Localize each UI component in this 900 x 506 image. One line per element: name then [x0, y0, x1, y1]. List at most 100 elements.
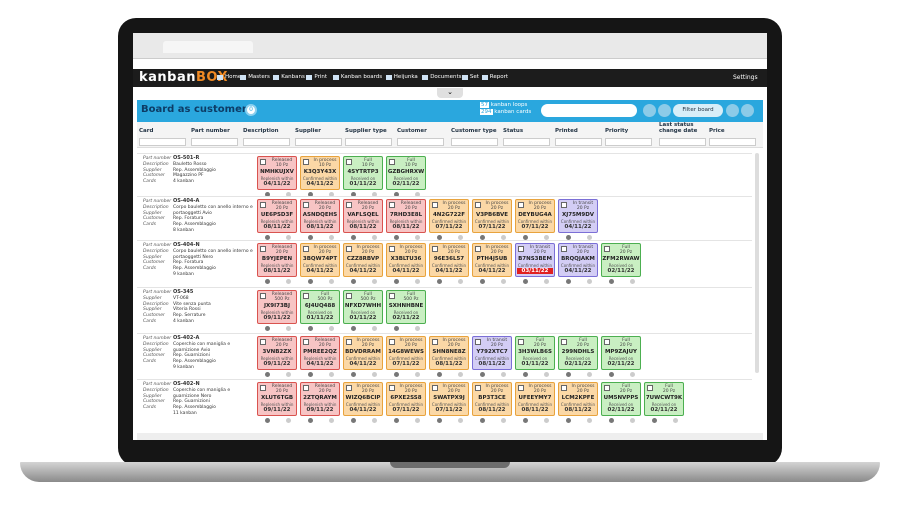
icon-button[interactable] [658, 104, 671, 117]
card-action[interactable] [458, 235, 463, 240]
card-action[interactable] [480, 279, 485, 284]
card-action[interactable] [286, 235, 291, 240]
card-action[interactable] [587, 418, 592, 423]
card-action[interactable] [630, 372, 635, 377]
settings[interactable]: Settings [733, 74, 758, 81]
kanban-card[interactable]: In process 20 Pz X3BLTU36 Confirmed within 0… [386, 243, 426, 277]
kanban-card[interactable]: Full 10 Pz 4SYTRTP3 Received on 01/11/22 [343, 156, 383, 190]
card-action[interactable] [566, 372, 571, 377]
column-filter[interactable] [503, 138, 550, 146]
column-filter[interactable] [191, 138, 238, 146]
kanban-card[interactable]: Released 20 Pz B9YJEPEN Replenish within 08/… [257, 243, 297, 277]
column-filter[interactable] [345, 138, 392, 146]
nav-item[interactable]: Heijunka [393, 74, 418, 80]
kanban-card[interactable]: Full 20 Pz 7UWCWT9K Received on 02/11/22 [644, 382, 684, 416]
kanban-card[interactable]: Released 20 Pz PMREE2QZ Replenish within 04/… [300, 336, 340, 370]
kanban-card[interactable]: Released 500 Pz JX9I73BJ Replenish within 09… [257, 290, 297, 324]
kanban-card[interactable]: Full 20 Pz 299NDHLS Received on 02/11/22 [558, 336, 598, 370]
card-action[interactable] [329, 192, 334, 197]
kanban-card[interactable]: In process 20 Pz 4N2G722F Confirmed within 0… [429, 199, 469, 233]
card-action[interactable] [630, 279, 635, 284]
icon-button[interactable] [741, 104, 754, 117]
card-action[interactable] [523, 418, 528, 423]
card-action[interactable] [372, 192, 377, 197]
card-action[interactable] [437, 235, 442, 240]
card-action[interactable] [587, 279, 592, 284]
card-action[interactable] [329, 279, 334, 284]
kanban-card[interactable]: In process 10 Pz K3Q3Y43X Confirmed within 0… [300, 156, 340, 190]
card-action[interactable] [372, 279, 377, 284]
kanban-card[interactable]: In process 20 Pz UFEEYMY7 Confirmed within 0… [515, 382, 555, 416]
card-action[interactable] [286, 192, 291, 197]
card-action[interactable] [286, 372, 291, 377]
card-action[interactable] [394, 235, 399, 240]
card-action[interactable] [351, 192, 356, 197]
kanban-card[interactable]: Released 20 Pz VAFLSQEL Replenish within 08/… [343, 199, 383, 233]
card-action[interactable] [480, 235, 485, 240]
search-box[interactable] [541, 104, 637, 117]
kanban-card[interactable]: Full 500 Pz NFXD7WHH Received on 01/11/22 [343, 290, 383, 324]
card-action[interactable] [394, 418, 399, 423]
card-action[interactable] [286, 326, 291, 331]
card-action[interactable] [566, 279, 571, 284]
card-action[interactable] [372, 235, 377, 240]
kanban-card[interactable]: In transit 20 Pz B7NS3BEM Confirmed within 0… [515, 243, 555, 277]
column-filter[interactable] [295, 138, 342, 146]
card-action[interactable] [308, 279, 313, 284]
kanban-card[interactable]: Full 500 Pz SXHNHBNE Received on 02/11/22 [386, 290, 426, 324]
kanban-card[interactable]: Full 500 Pz 6J4UQ488 Received on 01/11/22 [300, 290, 340, 324]
column-filter[interactable] [451, 138, 498, 146]
card-action[interactable] [587, 235, 592, 240]
card-action[interactable] [566, 235, 571, 240]
card-action[interactable] [501, 235, 506, 240]
column-filter[interactable] [139, 138, 186, 146]
card-action[interactable] [501, 372, 506, 377]
card-action[interactable] [286, 418, 291, 423]
kanban-card[interactable]: In process 20 Pz 3BQW74PT Confirmed within 0… [300, 243, 340, 277]
card-action[interactable] [265, 326, 270, 331]
card-action[interactable] [544, 235, 549, 240]
kanban-card[interactable]: In process 20 Pz 6PXE2SS8 Confirmed within 0… [386, 382, 426, 416]
card-action[interactable] [609, 418, 614, 423]
kanban-card[interactable]: Released 20 Pz 7RHD3E8L Replenish within 08/… [386, 199, 426, 233]
kanban-card[interactable]: Released 20 Pz UE6PSD3F Replenish within 08/… [257, 199, 297, 233]
card-action[interactable] [544, 372, 549, 377]
kanban-card[interactable]: Full 20 Pz ZFM2RWAW Received on 02/11/22 [601, 243, 641, 277]
card-action[interactable] [630, 418, 635, 423]
nav-item[interactable]: Home [225, 74, 242, 80]
column-filter[interactable] [397, 138, 444, 146]
card-action[interactable] [415, 192, 420, 197]
card-action[interactable] [372, 326, 377, 331]
card-action[interactable] [265, 418, 270, 423]
card-action[interactable] [351, 372, 356, 377]
kanban-card[interactable]: Released 20 Pz XLUT6TGB Replenish within 09/… [257, 382, 297, 416]
card-action[interactable] [265, 372, 270, 377]
card-action[interactable] [501, 279, 506, 284]
card-action[interactable] [523, 372, 528, 377]
kanban-card[interactable]: In process 20 Pz DEYBUG4A Confirmed within 0… [515, 199, 555, 233]
card-action[interactable] [308, 192, 313, 197]
nav-item[interactable]: Kanbans [281, 74, 305, 80]
card-action[interactable] [372, 372, 377, 377]
kanban-card[interactable]: Full 20 Pz UM5NVPPS Received on 02/11/22 [601, 382, 641, 416]
card-action[interactable] [308, 326, 313, 331]
card-action[interactable] [566, 418, 571, 423]
kanban-card[interactable]: In process 20 Pz 96E36L57 Confirmed within 0… [429, 243, 469, 277]
kanban-card[interactable]: In process 20 Pz BP3T3CE Confirmed within 08… [472, 382, 512, 416]
icon-button[interactable] [726, 104, 739, 117]
nav-item[interactable]: Documents [430, 74, 462, 80]
kanban-card[interactable]: Released 20 Pz ASNDQEHS Replenish within 08/… [300, 199, 340, 233]
filter-button[interactable]: Filter board [673, 104, 723, 117]
card-action[interactable] [415, 418, 420, 423]
card-action[interactable] [394, 279, 399, 284]
kanban-card[interactable]: Released 10 Pz NMHKUJXV Replenish within 04/… [257, 156, 297, 190]
nav-item[interactable]: Masters [248, 74, 270, 80]
board-badge[interactable]: 0 [245, 104, 257, 116]
column-filter[interactable] [709, 138, 756, 146]
card-action[interactable] [415, 235, 420, 240]
card-action[interactable] [351, 418, 356, 423]
kanban-card[interactable]: In process 20 Pz SWATPX9J Confirmed within 0… [429, 382, 469, 416]
card-action[interactable] [480, 418, 485, 423]
kanban-card[interactable]: In process 20 Pz PTH4J5UB Confirmed within 0… [472, 243, 512, 277]
column-filter[interactable] [605, 138, 652, 146]
